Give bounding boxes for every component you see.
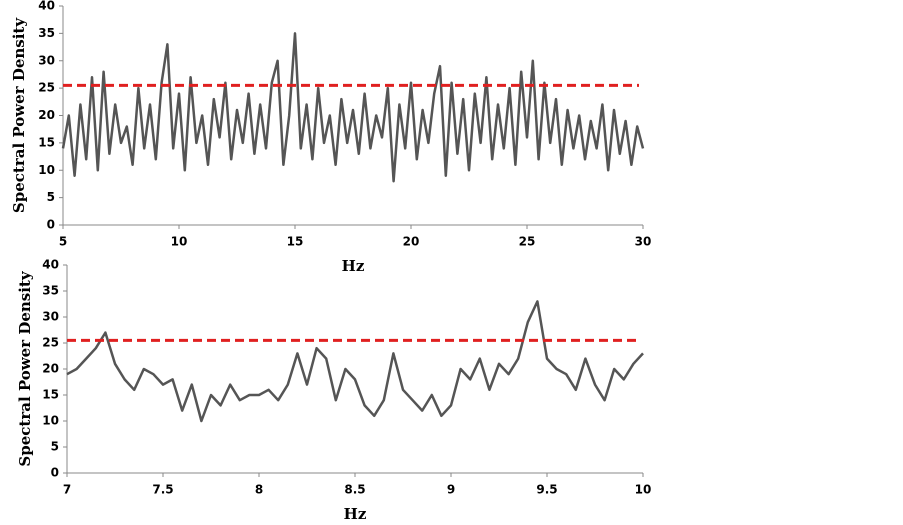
x-tick-label: 7 (63, 483, 71, 497)
data-line (66, 300, 644, 423)
x-tick-label: 10 (635, 483, 652, 497)
x-tick-label: 5 (59, 235, 67, 249)
x-tick-label: 20 (403, 235, 420, 249)
y-tick-label: 5 (51, 440, 59, 454)
x-tick-label: 9.5 (536, 483, 557, 497)
y-tick-label: 20 (38, 108, 55, 122)
y-axis-label: Spectral Power Density (10, 17, 28, 213)
x-axis-label: Hz (344, 505, 367, 523)
y-tick-label: 30 (38, 53, 55, 67)
x-axis-label: Hz (342, 257, 365, 275)
y-tick-label: 40 (38, 0, 55, 13)
y-tick-label: 30 (42, 310, 59, 324)
x-tick-label: 8.5 (344, 483, 365, 497)
y-tick-label: 35 (42, 284, 59, 298)
x-tick-label: 15 (287, 235, 304, 249)
y-tick-label: 5 (47, 190, 55, 204)
x-tick-label: 8 (255, 483, 263, 497)
y-tick-label: 25 (38, 81, 55, 95)
x-tick-label: 25 (519, 235, 536, 249)
y-tick-label: 20 (42, 362, 59, 376)
x-tick-label: 7.5 (152, 483, 173, 497)
y-tick-label: 15 (38, 135, 55, 149)
data-line (61, 32, 645, 183)
x-tick-label: 30 (635, 235, 652, 249)
y-tick-label: 40 (42, 258, 59, 272)
y-axis-label: Spectral Power Density (16, 270, 34, 466)
x-tick-label: 9 (447, 483, 455, 497)
y-tick-label: 15 (42, 388, 59, 402)
y-tick-label: 10 (38, 163, 55, 177)
y-tick-label: 10 (42, 414, 59, 428)
y-tick-label: 0 (47, 218, 55, 232)
y-tick-label: 35 (38, 26, 55, 40)
y-tick-label: 25 (42, 336, 59, 350)
x-tick-label: 10 (171, 235, 188, 249)
y-tick-label: 0 (51, 466, 59, 480)
